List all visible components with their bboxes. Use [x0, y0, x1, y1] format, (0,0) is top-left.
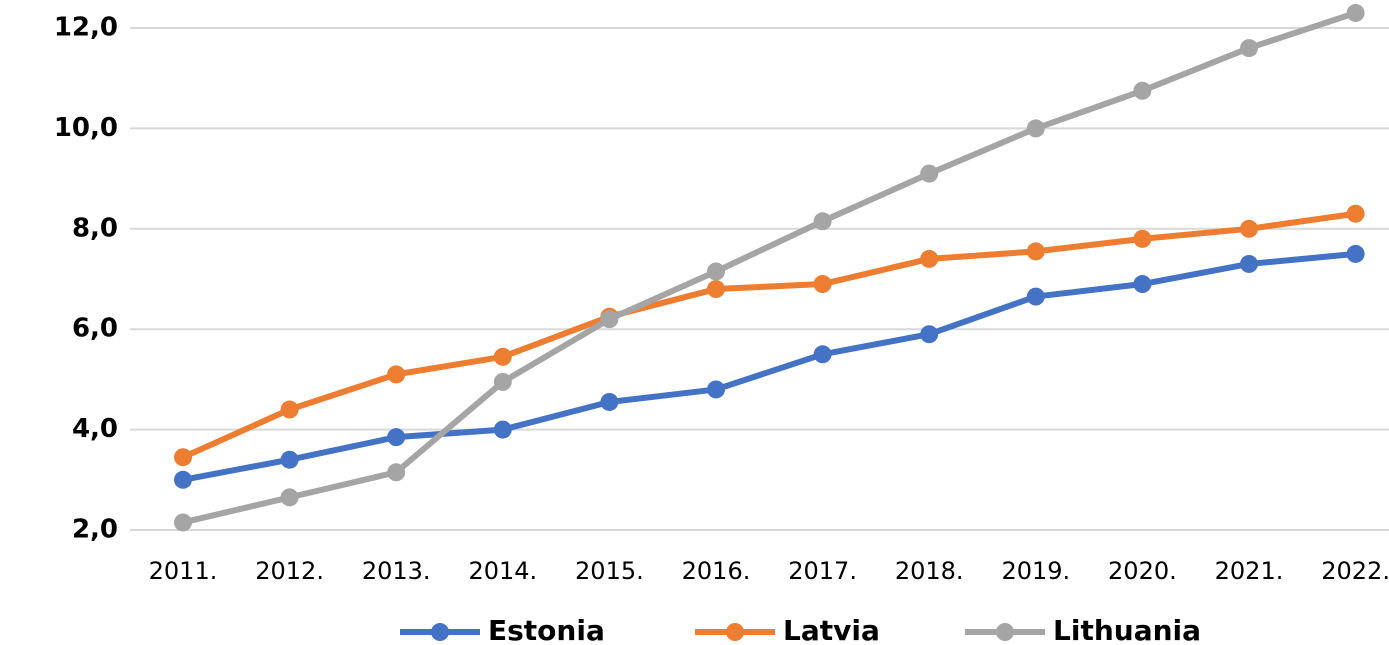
legend-marker	[996, 623, 1014, 641]
y-tick-label: 6,0	[72, 314, 118, 344]
marker	[174, 470, 192, 489]
marker	[174, 448, 192, 467]
marker	[707, 262, 725, 281]
marker	[1026, 242, 1045, 261]
marker	[1240, 39, 1258, 58]
marker	[493, 420, 512, 439]
y-tick-label: 8,0	[72, 213, 118, 243]
marker	[707, 280, 725, 299]
x-tick-label: 2017.	[788, 557, 857, 585]
legend-marker	[726, 623, 744, 641]
marker	[280, 488, 299, 507]
marker	[280, 450, 299, 469]
x-tick-label: 2014.	[468, 557, 537, 585]
marker	[813, 345, 832, 364]
line	[182, 250, 1356, 483]
marker	[1346, 3, 1365, 22]
marker	[1133, 81, 1152, 100]
line	[182, 10, 1357, 526]
y-tick-label: 2,0	[72, 515, 118, 545]
marker	[493, 347, 512, 366]
y-tick-label: 4,0	[72, 414, 118, 444]
marker	[813, 275, 832, 294]
y-tick-label: 12,0	[54, 13, 118, 43]
marker	[1346, 204, 1365, 223]
x-tick-label: 2019.	[1001, 557, 1070, 585]
marker	[920, 325, 939, 344]
x-tick-label: 2016.	[682, 557, 751, 585]
marker	[1133, 229, 1152, 248]
marker	[387, 365, 406, 384]
marker	[1133, 275, 1152, 294]
marker	[707, 380, 725, 399]
marker	[387, 428, 406, 447]
marker	[920, 164, 939, 183]
y-tick-label: 10,0	[54, 113, 118, 143]
marker	[920, 249, 939, 268]
marker	[1240, 254, 1258, 273]
marker	[174, 513, 192, 532]
x-tick-label: 2018.	[895, 557, 964, 585]
marker	[280, 400, 299, 419]
marker	[1346, 244, 1365, 263]
marker	[813, 212, 832, 231]
x-tick-label: 2015.	[575, 557, 644, 585]
x-tick-label: 2013.	[362, 557, 431, 585]
legend-label: Latvia	[783, 614, 880, 645]
marker	[1240, 219, 1258, 238]
legend-label: Estonia	[488, 614, 605, 645]
marker	[1026, 119, 1045, 138]
x-tick-label: 2022.	[1321, 557, 1389, 585]
line	[181, 210, 1357, 460]
x-tick-label: 2021.	[1215, 557, 1284, 585]
marker	[600, 392, 619, 411]
legend-label: Lithuania	[1053, 614, 1201, 645]
x-tick-label: 2020.	[1108, 557, 1177, 585]
marker	[600, 310, 619, 329]
x-tick-label: 2012.	[255, 557, 324, 585]
marker	[387, 463, 406, 482]
legend-marker	[431, 623, 449, 641]
marker	[493, 372, 512, 391]
x-tick-label: 2011.	[149, 557, 218, 585]
marker	[1026, 287, 1045, 306]
